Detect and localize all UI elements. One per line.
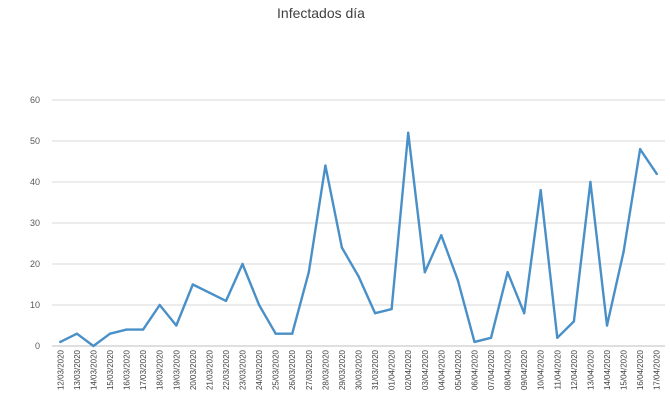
data-point: [141, 328, 145, 331]
y-tick-label: 60: [30, 95, 40, 105]
data-point: [423, 271, 426, 274]
data-point: [489, 336, 493, 339]
x-tick-label: 17/03/2020: [139, 349, 148, 390]
y-tick-label: 10: [30, 300, 40, 310]
y-tick-label: 40: [30, 177, 40, 187]
data-point: [191, 283, 195, 286]
x-tick-label: 07/04/2020: [487, 349, 496, 390]
data-point: [307, 271, 310, 274]
data-point: [556, 336, 559, 339]
x-tick-label: 11/04/2020: [553, 349, 562, 389]
data-point: [638, 148, 642, 151]
data-point: [125, 328, 128, 331]
series-line: [59, 131, 658, 348]
series-layer: [59, 131, 658, 348]
data-point: [340, 246, 344, 249]
y-axis-ticks: 0 10 20 30 40 50 60: [30, 95, 40, 351]
x-tick-label: 19/03/2020: [172, 349, 181, 390]
data-point: [506, 271, 509, 274]
data-point: [390, 307, 393, 311]
data-point: [324, 164, 327, 167]
x-tick-label: 21/03/2020: [205, 349, 214, 390]
data-point: [605, 324, 609, 327]
chart-title: Infectados día: [277, 5, 365, 21]
x-tick-label: 14/04/2020: [603, 349, 612, 390]
data-point: [522, 312, 526, 315]
data-point: [539, 189, 542, 192]
y-tick-label: 50: [30, 136, 40, 146]
x-tick-label: 06/04/2020: [470, 349, 479, 390]
y-tick-label: 30: [30, 218, 40, 228]
x-tick-label: 23/03/2020: [239, 349, 248, 390]
x-tick-label: 15/04/2020: [620, 349, 629, 390]
data-point: [224, 299, 228, 303]
data-point: [291, 332, 294, 335]
x-tick-label: 13/03/2020: [73, 349, 82, 390]
data-point: [473, 340, 476, 344]
x-tick-label: 08/04/2020: [504, 349, 513, 390]
x-tick-label: 12/04/2020: [570, 349, 579, 390]
x-tick-label: 31/03/2020: [371, 349, 380, 390]
x-tick-label: 09/04/2020: [520, 349, 529, 390]
x-tick-label: 12/03/2020: [56, 349, 65, 390]
y-tick-label: 20: [30, 259, 40, 269]
x-tick-label: 30/03/2020: [355, 349, 364, 390]
x-tick-label: 24/03/2020: [255, 349, 264, 390]
x-tick-label: 22/03/2020: [222, 349, 231, 390]
data-point: [158, 303, 161, 307]
x-tick-label: 27/03/2020: [305, 349, 314, 390]
x-tick-label: 28/03/2020: [321, 349, 330, 390]
x-tick-label: 14/03/2020: [89, 349, 98, 390]
x-tick-label: 16/03/2020: [123, 349, 132, 390]
data-point: [622, 250, 625, 253]
data-point: [59, 340, 62, 344]
x-tick-label: 17/04/2020: [653, 349, 662, 390]
data-point: [241, 262, 244, 266]
x-tick-label: 01/04/2020: [388, 349, 397, 390]
data-point: [175, 324, 178, 327]
data-point: [92, 344, 95, 348]
data-point: [456, 279, 460, 282]
data-point: [373, 312, 377, 315]
data-point: [208, 291, 211, 294]
data-point: [257, 303, 261, 307]
x-tick-label: 10/04/2020: [537, 349, 546, 390]
data-point: [440, 234, 443, 237]
x-tick-label: 15/03/2020: [106, 349, 115, 390]
x-tick-label: 02/04/2020: [404, 349, 413, 390]
x-tick-label: 16/04/2020: [636, 349, 645, 390]
x-tick-label: 25/03/2020: [272, 349, 281, 390]
gridlines: [52, 99, 665, 347]
data-point: [75, 332, 79, 335]
x-tick-label: 29/03/2020: [338, 349, 347, 390]
data-point: [655, 172, 658, 175]
data-point: [407, 131, 410, 134]
x-tick-label: 26/03/2020: [288, 349, 297, 390]
x-tick-label: 18/03/2020: [156, 349, 165, 390]
x-axis-ticks: 12/03/2020 13/03/2020 14/03/2020 15/03/2020…: [56, 349, 661, 390]
data-point: [589, 180, 592, 184]
data-point: [572, 320, 576, 323]
y-tick-label: 0: [35, 341, 40, 351]
x-tick-label: 20/03/2020: [189, 349, 198, 390]
data-point: [357, 275, 360, 278]
x-tick-label: 04/04/2020: [437, 349, 446, 390]
x-tick-label: 03/04/2020: [421, 349, 430, 390]
x-tick-label: 05/04/2020: [454, 349, 463, 390]
data-point: [274, 332, 277, 335]
x-tick-label: 13/04/2020: [586, 349, 595, 390]
data-point: [108, 332, 112, 335]
